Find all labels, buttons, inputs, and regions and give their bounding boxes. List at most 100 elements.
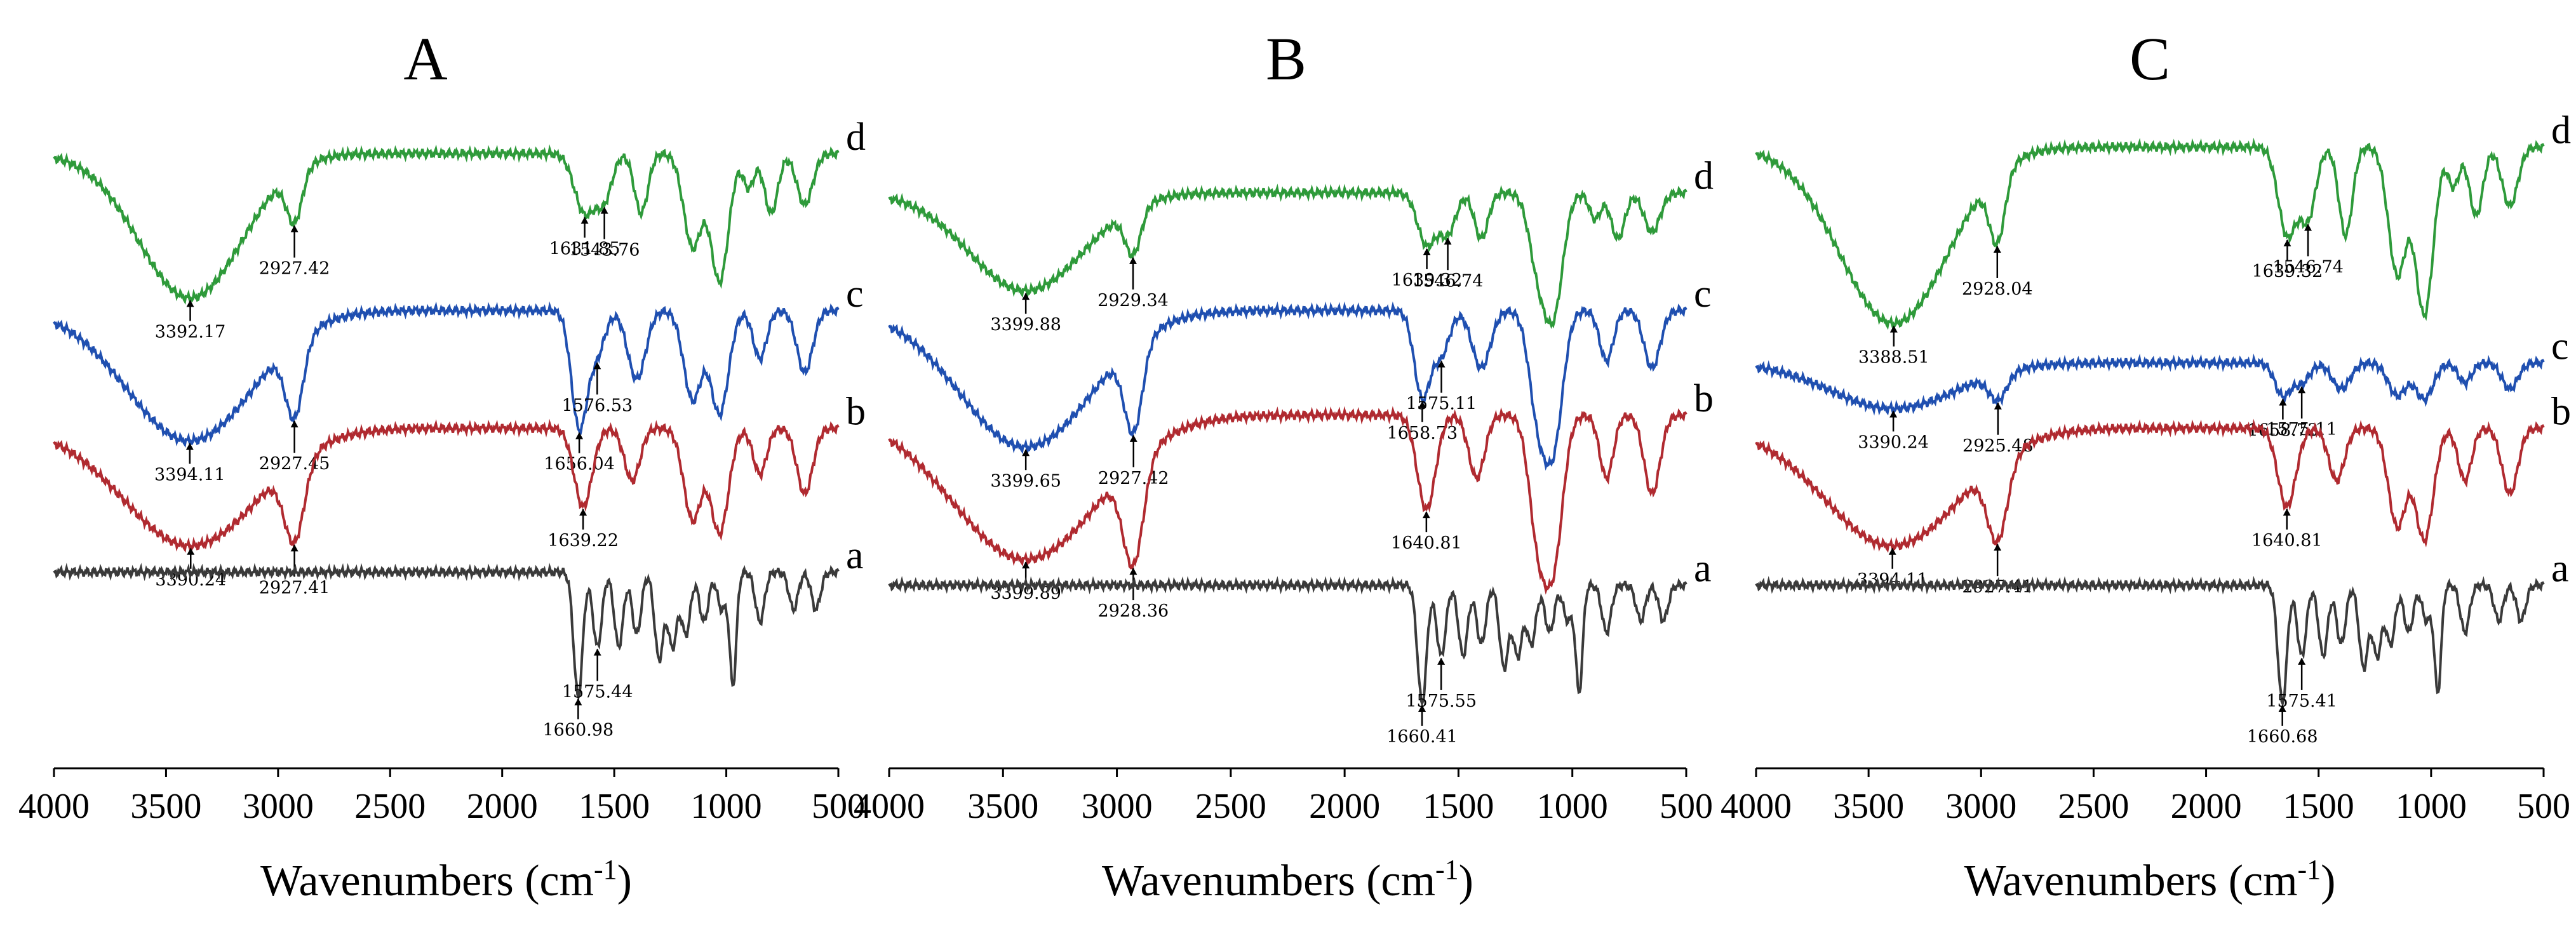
peak-arrowhead: [1994, 544, 2002, 551]
peak-label: 1656.04: [544, 455, 615, 474]
x-tick-label: 2000: [1309, 787, 1380, 826]
spectrum-c: [1755, 353, 2545, 417]
peak-arrowhead: [1129, 568, 1137, 575]
x-tick-label: 1000: [1537, 787, 1608, 826]
x-tick-label: 4000: [1721, 787, 1792, 826]
peak-label: 2927.42: [259, 259, 330, 279]
panel-a: A 4000 3500 3000 2500 2000 1500 1000 500 Wavenumb…: [18, 25, 866, 905]
peak-arrowhead: [580, 217, 589, 224]
x-tick-label: 3000: [243, 787, 314, 826]
x-tick-label: 1500: [2283, 787, 2354, 826]
x-tick-label: 3000: [1945, 787, 2016, 826]
curve-label-a: a: [846, 534, 864, 577]
curve-label-a: a: [1694, 547, 1712, 591]
peak-arrowhead: [1129, 434, 1137, 442]
x-tick-label: 1500: [579, 787, 650, 826]
peak-label: 1543.76: [569, 241, 640, 260]
peak-arrowhead: [1022, 561, 1030, 569]
peak-label: 1640.81: [1391, 533, 1462, 553]
peak-label: 1660.41: [1386, 727, 1458, 747]
peak-arrowhead: [2283, 509, 2291, 516]
spectrum-d: [1755, 137, 2545, 331]
peak-label: 1639.32: [1392, 270, 1463, 290]
peak-label: 1575.44: [562, 682, 633, 702]
spectrum-b: [1755, 418, 2545, 554]
peak-arrowhead: [1129, 257, 1137, 264]
peak-label: 1660.98: [543, 721, 614, 740]
peak-arrowhead: [1423, 248, 1431, 255]
spectrum-d: [53, 144, 840, 306]
x-tick-label: 2000: [2171, 787, 2242, 826]
peak-arrowhead: [1418, 705, 1426, 712]
spectrum-b: [53, 418, 840, 554]
x-tick-label: 1000: [2396, 787, 2467, 826]
peak-arrowhead: [290, 225, 299, 232]
x-tick-label: 3500: [1833, 787, 1904, 826]
peak-arrowhead: [593, 648, 601, 656]
peak-arrowhead: [1444, 237, 1452, 245]
peak-arrowhead: [2279, 398, 2287, 406]
peak-arrowhead: [1418, 401, 1426, 408]
peak-arrowhead: [1437, 360, 1446, 368]
spectrum-a: [1755, 575, 2545, 707]
peak-arrowhead: [593, 362, 601, 370]
peak-arrowhead: [2298, 386, 2306, 394]
peak-label: 3392.17: [155, 322, 226, 342]
x-tick-label: 2500: [2058, 787, 2129, 826]
curve-label-b: b: [2551, 390, 2571, 433]
x-tick-label: 4000: [18, 787, 90, 826]
peak-arrowhead: [1889, 325, 1898, 333]
curve-label-d: d: [846, 116, 866, 159]
curve-label-c: c: [1694, 272, 1712, 316]
curve-label-c: c: [2551, 324, 2569, 368]
peak-label: 1546.74: [2272, 258, 2344, 277]
peak-arrowhead: [1422, 511, 1430, 519]
spectrum-c: [888, 301, 1687, 471]
spectrum-c: [53, 301, 840, 448]
spectrum-a: [53, 563, 840, 701]
panel-title: B: [1266, 25, 1306, 93]
peak-arrowhead: [2283, 239, 2291, 246]
peak-arrowhead: [574, 698, 582, 705]
peak-arrowhead: [600, 206, 608, 214]
panel-title: C: [2130, 25, 2170, 93]
spectrum-d: [888, 184, 1687, 330]
spectrum-b: [888, 406, 1687, 595]
x-tick-label: 1500: [1423, 787, 1494, 826]
x-axis-label: Wavenumbers (cm-1): [1964, 854, 2336, 905]
x-tick-label: 500: [1660, 787, 1713, 826]
x-tick-label: 3500: [130, 787, 201, 826]
peak-label: 2928.04: [1962, 279, 2033, 299]
curve-label-b: b: [846, 390, 866, 433]
panel-c: C 4000 3500 3000 2500 2000 1500 1000 500 Wavenumb…: [1721, 25, 2571, 905]
peak-arrowhead: [186, 300, 194, 307]
peak-arrowhead: [1888, 547, 1896, 555]
peak-arrowhead: [1022, 293, 1030, 300]
peak-arrowhead: [1993, 245, 2001, 253]
peak-arrowhead: [579, 509, 587, 516]
x-tick-label: 3000: [1082, 787, 1153, 826]
peak-arrowhead: [1022, 449, 1030, 457]
spectrum-a: [888, 576, 1687, 708]
peak-arrowhead: [290, 420, 299, 428]
peak-label: 3399.65: [990, 471, 1061, 491]
x-tick-label: 500: [812, 787, 865, 826]
peak-arrowhead: [185, 443, 194, 450]
x-tick-label: 3500: [967, 787, 1038, 826]
peak-label: 1660.68: [2247, 727, 2318, 747]
peak-arrowhead: [187, 547, 195, 555]
peak-label: 2929.34: [1097, 291, 1169, 310]
peak-label: 3399.88: [990, 315, 1061, 335]
peak-arrowhead: [2298, 657, 2306, 665]
peak-label: 1639.22: [547, 531, 619, 551]
peak-label: 1575.41: [2266, 691, 2337, 711]
panel-title: A: [403, 25, 447, 93]
peak-label: 3390.24: [1858, 433, 1929, 453]
x-tick-label: 2500: [354, 787, 426, 826]
peak-arrowhead: [575, 432, 584, 439]
peak-label: 1658.73: [1387, 424, 1458, 443]
peak-label: 1640.81: [2251, 531, 2323, 551]
peak-label: 2927.41: [259, 578, 330, 597]
peak-label: 1639.32: [2252, 262, 2323, 281]
